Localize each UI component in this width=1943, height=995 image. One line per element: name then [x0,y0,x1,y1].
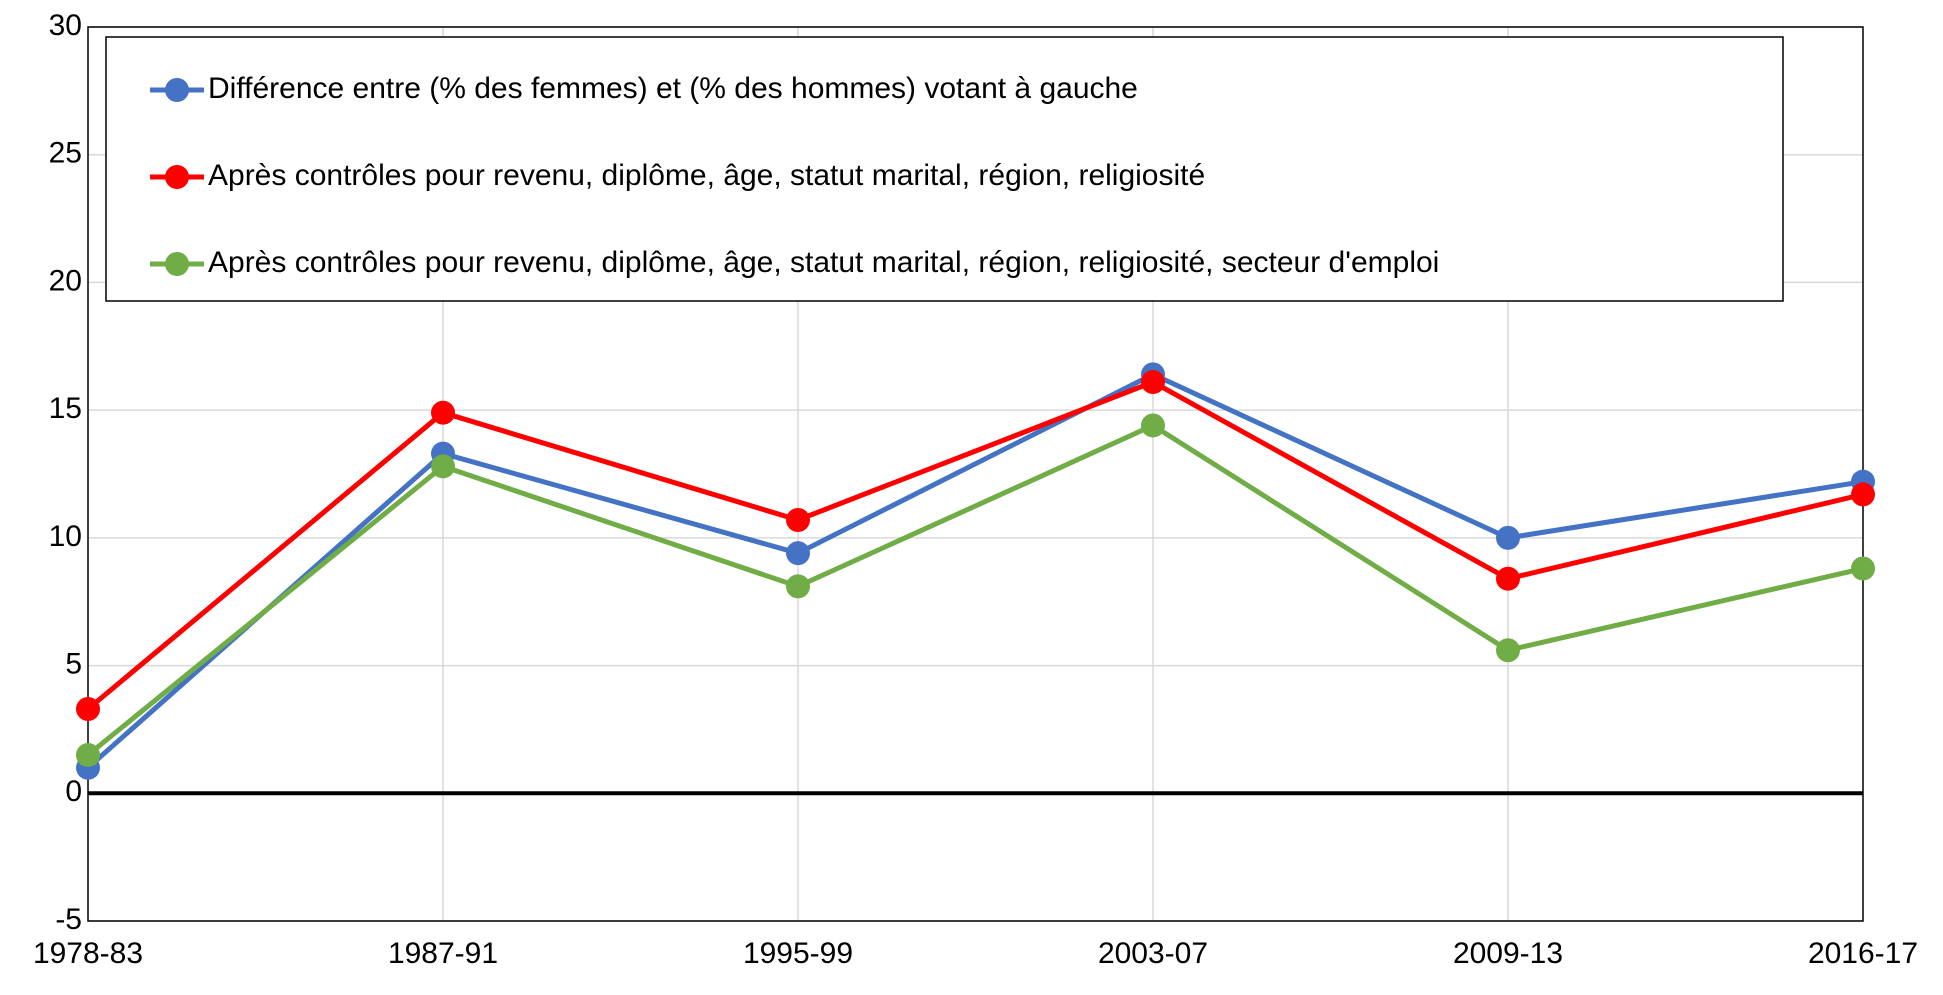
marker [1851,482,1875,507]
marker [1141,413,1165,438]
legend-box [105,36,1784,302]
series-line [86,371,1864,770]
y-tick-label: 0 [65,775,82,808]
x-tick-label: 1995-99 [743,937,853,970]
legend-marker [165,252,189,276]
marker [786,541,810,566]
marker [786,574,810,599]
y-tick-label: 30 [49,9,82,42]
y-tick-label: 20 [49,264,82,297]
marker [1496,525,1520,550]
y-tick-label: 25 [49,137,82,170]
marker [76,696,100,721]
marker [76,742,100,767]
x-tick-label: 1987-91 [388,937,498,970]
series-line [86,379,1864,711]
legend-label: Différence entre (% des femmes) et (% de… [208,72,1138,105]
legend-label: Après contrôles pour revenu, diplôme, âg… [208,159,1205,192]
marker [431,400,455,425]
y-tick-label: 15 [49,392,82,425]
y-tick-label: 10 [49,520,82,553]
marker [1496,638,1520,663]
series-line [86,422,1864,757]
y-tick-label: -5 [55,903,82,936]
y-tick-label: 5 [65,647,82,680]
marker [1851,556,1875,581]
x-tick-label: 2009-13 [1453,937,1563,970]
x-tick-label: 2003-07 [1098,937,1208,970]
marker [1496,566,1520,591]
x-tick-label: 1978-83 [33,937,143,970]
legend-marker [165,78,189,102]
marker [431,454,455,479]
marker [786,507,810,532]
legend-marker [165,165,189,189]
legend-label: Après contrôles pour revenu, diplôme, âg… [208,246,1439,279]
x-tick-label: 2016-17 [1808,937,1918,970]
marker [1141,370,1165,395]
